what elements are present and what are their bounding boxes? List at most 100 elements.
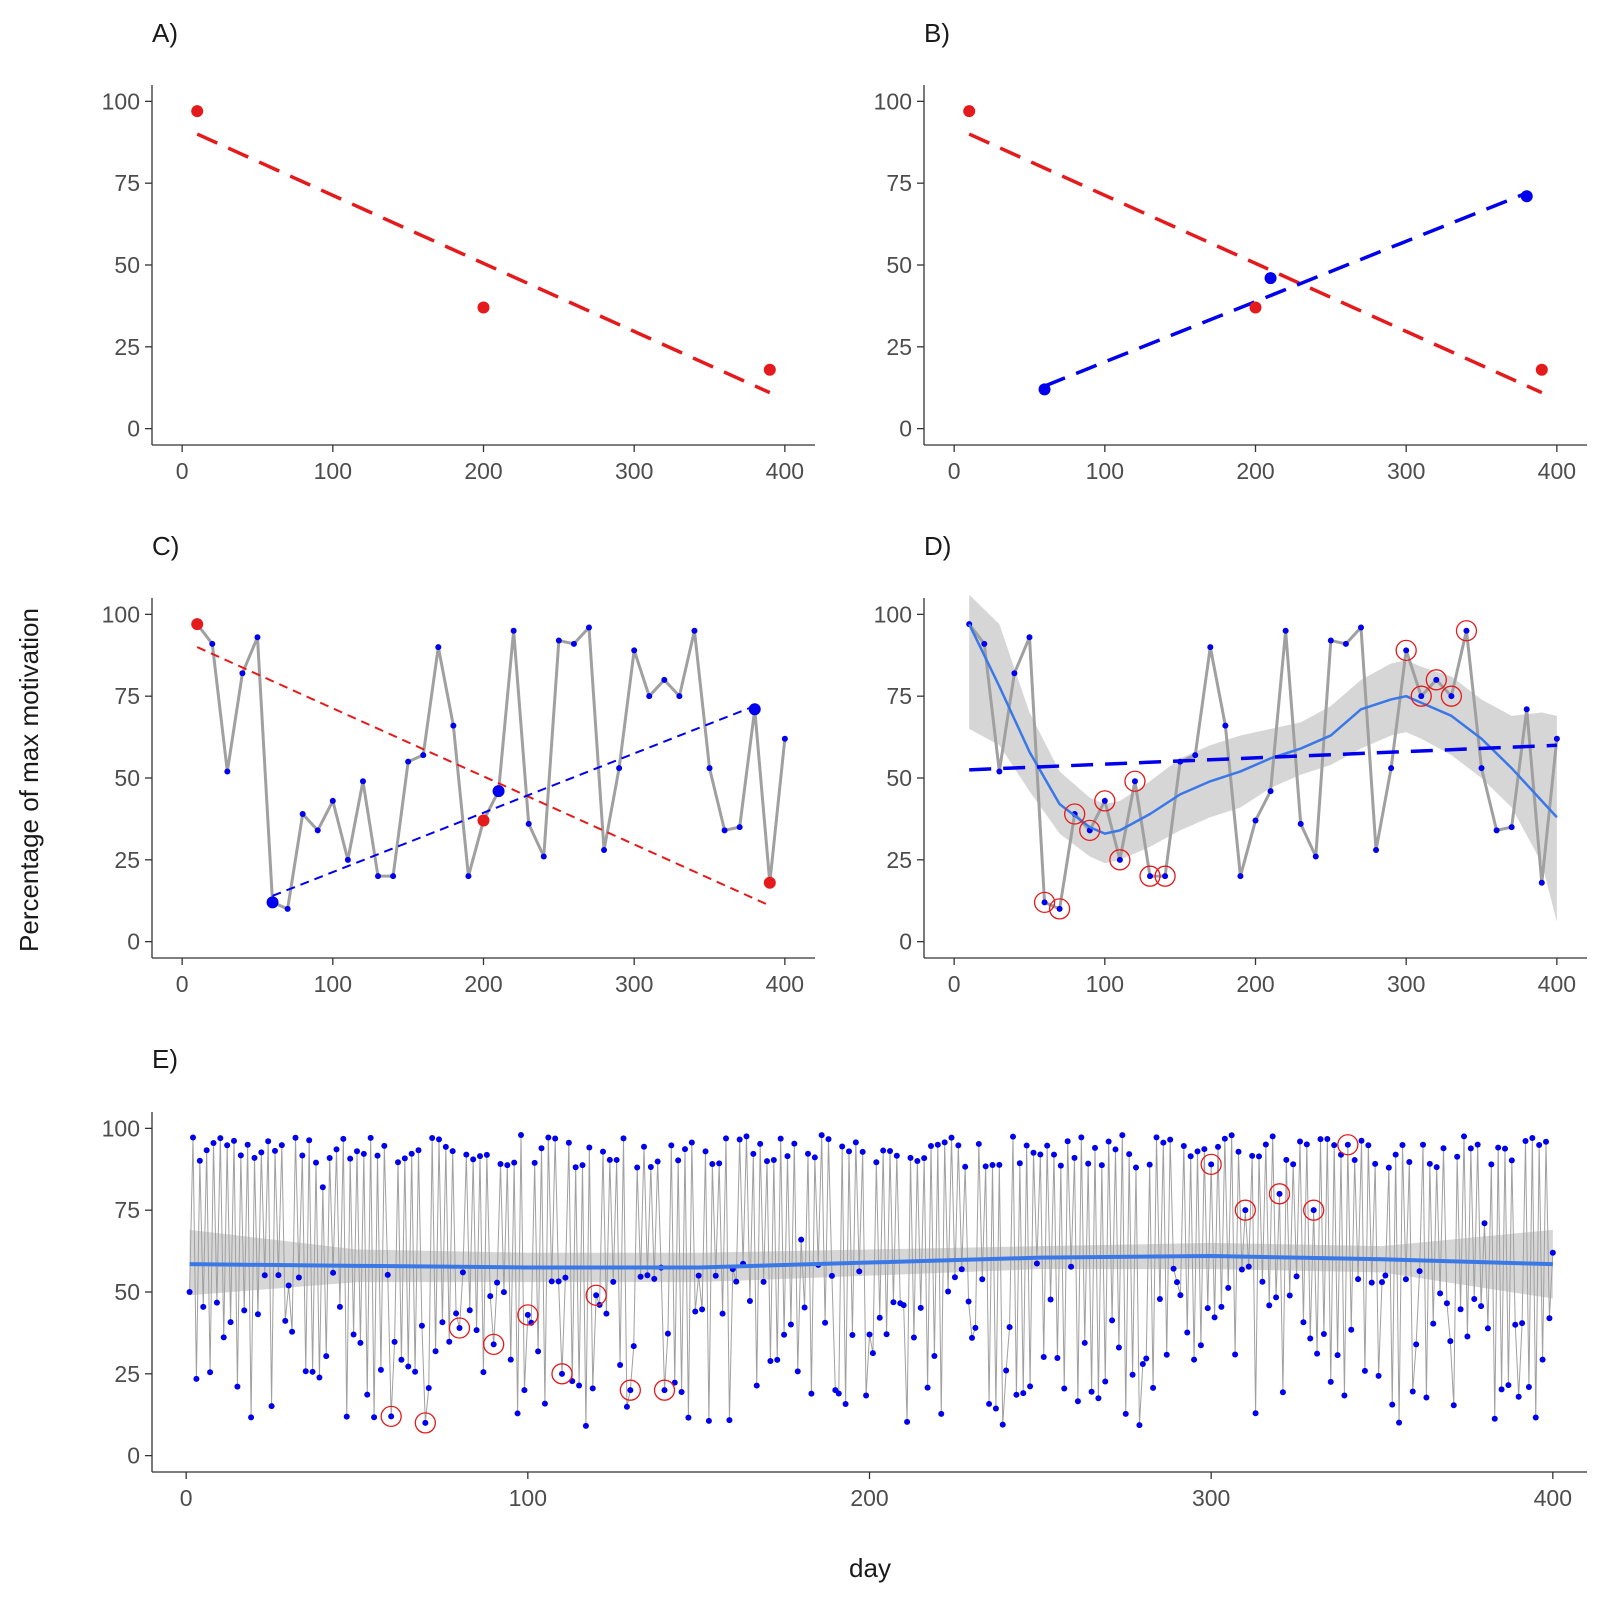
panel-c-y-tick-label: 75 — [114, 683, 140, 709]
panel-c-series-point — [510, 627, 517, 634]
panel-b-y-tick-label: 50 — [886, 252, 912, 278]
panel-d-x-tick-label: 0 — [948, 971, 961, 997]
panel-e-smooth-line — [189, 1254, 1553, 1270]
panel-e-series-point — [1324, 1136, 1331, 1143]
panel-e-series-point — [511, 1159, 518, 1166]
panel-e-series-point — [1286, 1292, 1293, 1299]
panel-a-x-tick-label: 400 — [766, 458, 804, 484]
panel-e-series-point — [1167, 1136, 1174, 1143]
panel-e-series-point — [695, 1272, 702, 1279]
panel-e-series-point — [395, 1159, 401, 1166]
panel-a-x-tick-label: 300 — [615, 458, 653, 484]
panel-c-series-point — [736, 824, 743, 831]
panel-c-series-point — [435, 644, 442, 651]
panel-e-series-point — [415, 1147, 422, 1154]
panel-e-series-point — [1447, 1338, 1454, 1345]
panel-e-series-point — [586, 1144, 593, 1151]
panel-e-series-point — [890, 1299, 897, 1306]
panel-e-series-point — [371, 1414, 378, 1421]
panel-d-x-tick-label: 100 — [1086, 971, 1124, 997]
panel-c-series-point — [284, 905, 291, 912]
panel-e-series-point — [541, 1400, 548, 1407]
panel-e-series-point — [938, 1410, 945, 1417]
panel-e-series-point — [429, 1134, 436, 1141]
panel-e-series-point — [931, 1352, 938, 1359]
panel-e-series-point — [1502, 1145, 1508, 1152]
panel-e-series-line — [189, 1135, 1554, 1426]
panel-e-series-point — [241, 1307, 248, 1314]
panel-e-series-point — [330, 1269, 337, 1276]
panel-c-x-tick-label: 100 — [314, 971, 352, 997]
panel-d-series-point — [1282, 627, 1289, 634]
panel-e-series-point — [1027, 1383, 1034, 1390]
panel-e-series-point — [391, 1338, 398, 1345]
panel-e-series-point — [1150, 1384, 1157, 1391]
panel-e-series-point — [1016, 1160, 1023, 1167]
panel-e-series-point — [1136, 1422, 1143, 1429]
panel-e-series-point — [842, 1401, 849, 1408]
panel-e-series-point — [955, 1142, 962, 1149]
panel-e-series-point — [1437, 1290, 1444, 1297]
panel-e-series-point — [463, 1151, 470, 1158]
panel-e-series-point — [610, 1278, 617, 1285]
panel-b-y-tick-label: 75 — [886, 170, 912, 196]
panel-c-x-tick-label: 400 — [766, 971, 804, 997]
panel-c-series-point — [450, 722, 457, 729]
panel-e-series-point — [668, 1142, 675, 1149]
panel-e-series-point — [664, 1330, 671, 1337]
panel-a-label: A) — [152, 18, 178, 48]
panel-e-series-point — [442, 1143, 449, 1150]
panel-c-series-point — [676, 693, 683, 700]
panel-e-series-point — [193, 1375, 200, 1382]
panel-e-series-point — [1341, 1392, 1348, 1399]
panel-d-smooth-line — [968, 623, 1558, 835]
panel-e-series-point — [928, 1143, 934, 1150]
panel-e-series-point — [289, 1328, 296, 1335]
panel-e-series-point — [1402, 1276, 1409, 1283]
panel-e-series-point — [1372, 1160, 1379, 1167]
panel-e-series-point — [384, 1271, 391, 1278]
panel-c-series-point — [209, 640, 216, 647]
panel-e-series-point — [254, 1311, 261, 1318]
panel-e-series-point — [1088, 1388, 1095, 1395]
panel-e-series-point — [948, 1134, 955, 1141]
panel-e-series-point — [1064, 1138, 1071, 1145]
panel-e-series-point — [477, 1153, 483, 1160]
panel-e-series-point — [589, 1385, 596, 1392]
panel-e-series-point — [1334, 1352, 1341, 1359]
panel-e-series-point — [863, 1392, 870, 1399]
panel-e-series-point — [1249, 1152, 1256, 1159]
panel-e-series-point — [1211, 1314, 1218, 1321]
panel-c-y-tick-label: 50 — [114, 765, 140, 791]
panel-e-series-point — [299, 1152, 306, 1159]
panel-e-series-point — [217, 1135, 224, 1142]
panel-e-series-point — [1242, 1207, 1249, 1214]
panel-e-series-point — [1382, 1272, 1389, 1279]
panel-e-series-point — [220, 1334, 227, 1341]
panel-e-highlight-circle — [619, 1379, 641, 1401]
panel-e-series-point — [1300, 1319, 1307, 1326]
panel-e-series-point — [1488, 1161, 1495, 1168]
panel-e-series-point — [999, 1421, 1006, 1428]
panel-e-highlight-circle — [1268, 1183, 1291, 1205]
panel-e-series-point — [1273, 1294, 1280, 1301]
panel-e-series-point — [678, 1388, 685, 1395]
panel-e-series-point — [1238, 1266, 1245, 1273]
panel-e-series-point — [1549, 1249, 1556, 1256]
panel-e-series-point — [818, 1132, 825, 1139]
panel-e-series-point — [1020, 1390, 1027, 1397]
panel-e-series-point — [473, 1327, 480, 1334]
panel-e-series-point — [196, 1157, 203, 1164]
panel-d-series-point — [1041, 899, 1048, 906]
panel-a-red-trend-line — [196, 132, 771, 395]
panel-e-series-point — [562, 1274, 569, 1281]
panel-e-series-point — [1126, 1151, 1133, 1158]
panel-a-y-tick-label: 25 — [114, 334, 140, 360]
panel-e-series-point — [398, 1356, 405, 1363]
panel-e-series-point — [456, 1325, 463, 1331]
panel-e-series-point — [962, 1163, 969, 1170]
panel-e-series-point — [524, 1311, 531, 1318]
panel-d-highlight-circle — [1139, 865, 1161, 887]
panel-d-series-point — [1267, 788, 1274, 795]
panel-d-series-point — [1116, 856, 1123, 863]
